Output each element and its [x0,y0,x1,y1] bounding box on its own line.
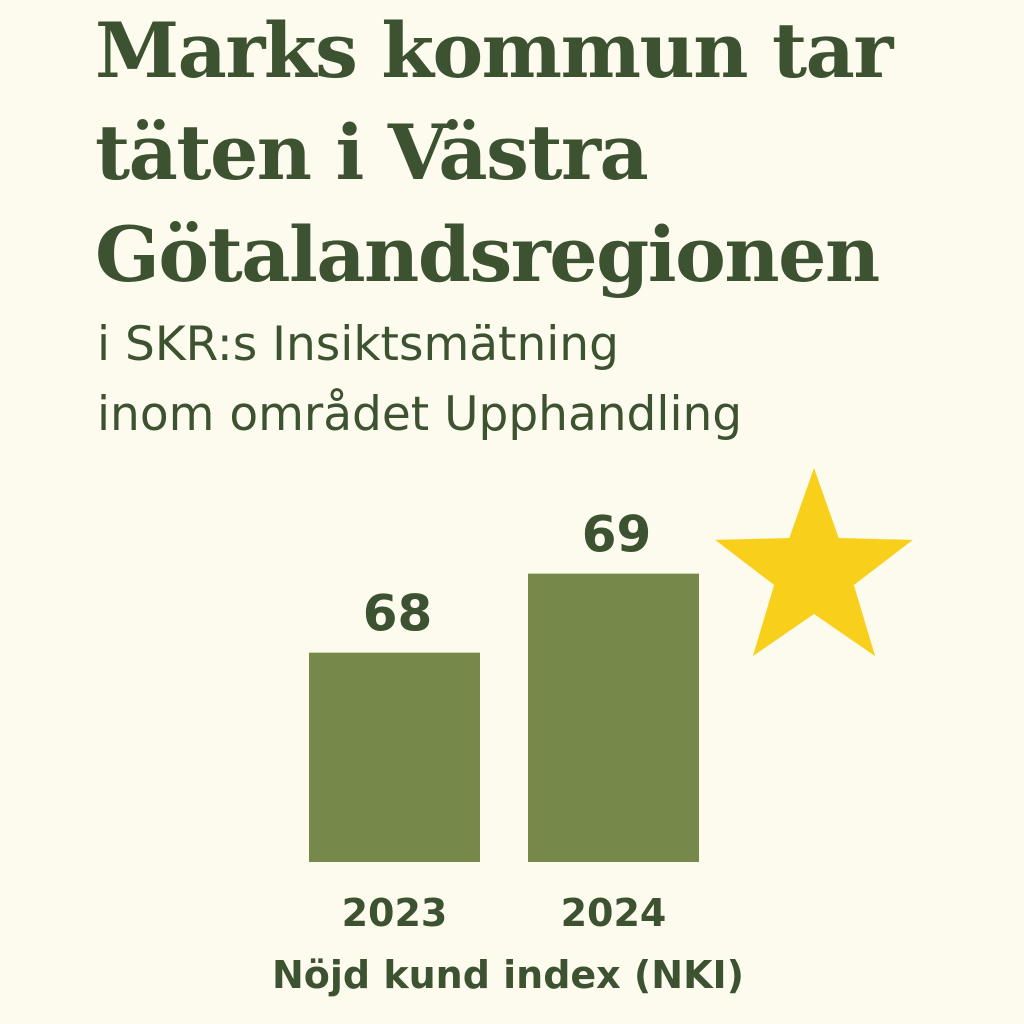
bar-label-group: 68 69 [363,506,652,643]
bar-2024 [528,573,699,862]
tick-label-group: 2023 2024 [342,891,667,935]
subtitle: i SKR:s Insiktsmätning inom området Upph… [97,310,957,450]
title-line-2: täten i Västra [95,108,649,197]
star-icon [715,468,913,657]
bar-group [309,573,699,862]
bar-value-label-2023: 68 [363,585,433,643]
title-line-1: Marks kommun tar [95,6,893,95]
x-tick-label-2023: 2023 [342,891,448,935]
bar-value-label-2024: 69 [582,506,652,564]
bar-2023 [309,652,480,862]
x-tick-label-2024: 2024 [561,891,667,935]
title-line-3: Götalandsregionen [95,210,880,299]
subtitle-line-2: inom området Upphandling [97,387,743,442]
subtitle-line-1: i SKR:s Insiktsmätning [97,317,619,372]
page-title: Marks kommun tar täten i Västra Götaland… [95,0,995,306]
x-axis-label: Nöjd kund index (NKI) [272,953,744,997]
